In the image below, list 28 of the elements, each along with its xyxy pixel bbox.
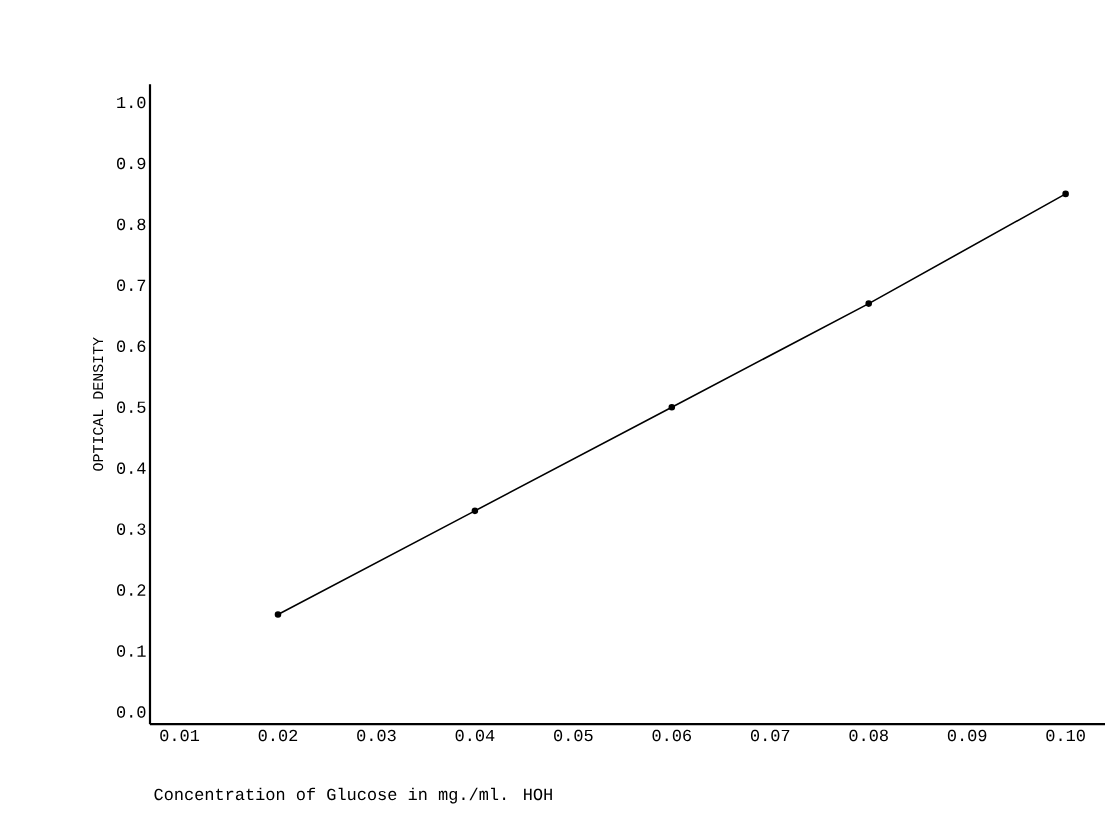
point <box>471 507 479 515</box>
x-tick-label: 0.02 <box>258 729 298 742</box>
y-tick-label: 0.2 <box>117 584 146 596</box>
y-tick-label: 0.1 <box>117 645 146 657</box>
x-tick-label: 0.04 <box>455 729 495 742</box>
y-tick-label: 0.8 <box>117 218 146 231</box>
y-tick-label: 0.4 <box>117 462 146 474</box>
x-tick-label: 0.06 <box>652 729 692 742</box>
y-tick-label: 0.0 <box>117 706 146 718</box>
y-tick-label: 0.5 <box>117 401 146 413</box>
point <box>274 611 282 618</box>
y-tick-label: 0.3 <box>117 523 146 535</box>
x-tick-label: 0.07 <box>750 729 790 742</box>
point <box>668 403 676 411</box>
y-tick-label: 0.7 <box>117 279 146 292</box>
x-tick-label: 0.08 <box>849 729 888 742</box>
point <box>865 300 873 307</box>
x-tick-label: 0.03 <box>357 729 396 742</box>
y-tick-label: 0.9 <box>117 157 146 170</box>
x-tick-label: 0.05 <box>554 729 593 742</box>
y-tick-label: 0.6 <box>117 340 146 353</box>
point <box>1062 190 1069 198</box>
x-tick-label: 0.10 <box>1046 729 1085 742</box>
x-tick-label: 0.09 <box>947 729 987 742</box>
x-tick-label: 0.01 <box>160 729 200 742</box>
x-axis-title: Concentration of Glucose in mg./ml. HOH <box>154 787 552 804</box>
y-tick-label: 1.0 <box>117 96 146 109</box>
y-axis-title: OPTICAL DENSITY <box>93 337 104 471</box>
